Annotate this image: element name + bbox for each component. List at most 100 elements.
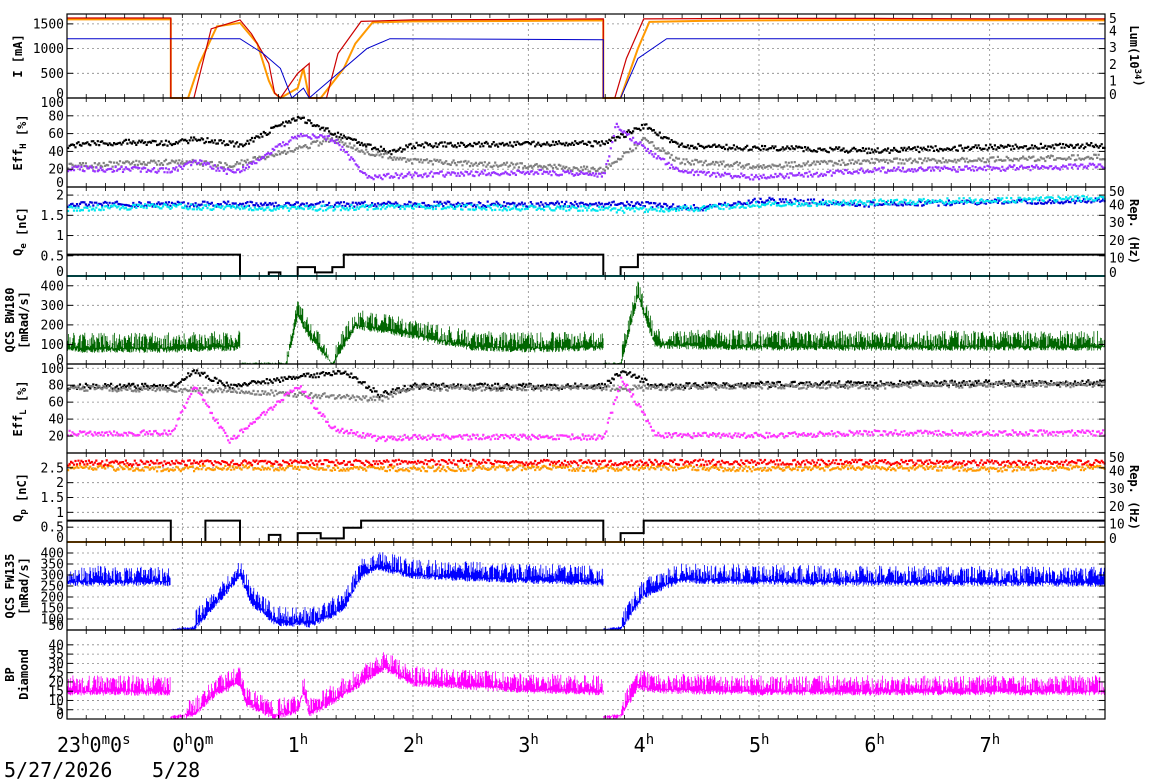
y-axis-label: Qp [nC] (11, 473, 29, 522)
y-tick-label: 100 (41, 338, 64, 353)
series-qe-1 (67, 194, 1106, 214)
y2-tick-label: 0 (1109, 532, 1117, 547)
y2-axis-label: Rep. (Hz) (1127, 199, 1141, 264)
y-tick-label: 25 (48, 666, 64, 681)
y-axis-label: [mRad/s] (17, 557, 31, 615)
series-qe-0 (67, 196, 1106, 212)
series-effh-2 (67, 122, 1106, 181)
x-tick-label: 1h (288, 732, 308, 757)
y2-tick-label: 50 (1109, 185, 1125, 200)
y-tick-label: 60 (48, 396, 64, 411)
y-tick-label: 35 (48, 648, 64, 663)
date-label: 5/28 (152, 758, 200, 782)
series-qp-1 (67, 458, 1106, 467)
y2-tick-label: 20 (1109, 500, 1125, 515)
y-tick-label: 1 (56, 506, 64, 521)
y-tick-label: 400 (41, 547, 64, 562)
y-tick-label: 2.5 (41, 461, 64, 476)
y2-axis-label-part: 34 (1132, 69, 1142, 80)
y-tick-label: 250 (41, 580, 64, 595)
y-axis-label-part: Q (11, 249, 25, 256)
y2-tick-label: 5 (1109, 12, 1117, 27)
y-tick-label: 300 (41, 569, 64, 584)
y2-axis-label-part: Lum(10 (1127, 25, 1141, 68)
y-tick-label: 0.5 (41, 249, 64, 264)
y-tick-label: 20 (48, 430, 64, 445)
panel-effl: 20 40 60 80 100 EffL [%] (11, 362, 1106, 454)
y-tick-label: 80 (48, 379, 64, 394)
series-qp-0 (67, 463, 1106, 473)
panel-frame-current (66, 13, 1106, 99)
y-axis-label: Qe [nC] (11, 207, 29, 256)
y-tick-label: 400 (41, 279, 64, 294)
y2-tick-label: 2 (1109, 58, 1117, 73)
y2-axis-label: Rep. (Hz) (1127, 465, 1141, 530)
x-tick-label: 6h (864, 732, 884, 757)
y2-tick-label: 30 (1109, 216, 1125, 231)
y-tick-label: 2 (56, 189, 64, 204)
date-label: 5/27/2026 (4, 758, 112, 782)
y-tick-label: 40 (48, 145, 64, 160)
y-tick-label: 150 (41, 602, 64, 617)
y-axis-label-part: L (19, 409, 29, 415)
series-current-0 (67, 18, 1106, 100)
y2-tick-label: 50 (1109, 451, 1125, 466)
y-axis-label: QCS BW180 (3, 287, 17, 352)
y-tick-label: 30 (48, 657, 64, 672)
y-tick-label: 300 (41, 299, 64, 314)
series-bp-0 (66, 652, 1105, 719)
y-tick-label: 500 (41, 67, 64, 82)
x-tick-label: 7h (980, 732, 1000, 757)
y-tick-label: 1000 (33, 42, 64, 57)
y2-tick-label: 10 (1109, 518, 1125, 533)
y-axis-label-part: Eff (11, 149, 25, 171)
y-axis-label-part: p (19, 509, 29, 515)
y-axis-label-part: [nC] (15, 207, 29, 243)
y-axis-label: QCS FW135 (3, 553, 17, 618)
y-tick-label: 15 (48, 685, 64, 700)
series-effh-1-marks (67, 136, 1106, 174)
y-tick-label: 100 (41, 362, 64, 377)
y-tick-label: 20 (48, 163, 64, 178)
y-tick-label: 200 (41, 591, 64, 606)
y-tick-label: 10 (48, 694, 64, 709)
series-effh-0-marks (67, 115, 1106, 156)
y-axis-label-part: [nC] (15, 473, 29, 509)
x-tick-label: 4h (634, 732, 654, 757)
y2-tick-label: 0 (1109, 266, 1117, 281)
series-qe-0-marks (67, 196, 1106, 212)
series-bw180-0-marks (66, 281, 1105, 364)
y-tick-label: 1 (56, 229, 64, 244)
series-bw180-0 (66, 281, 1105, 364)
y-axis-label-part: Eff (11, 415, 25, 437)
y-tick-label: 100 (41, 613, 64, 628)
y-axis-label-part: [%] (15, 114, 29, 143)
y-tick-label: 0 (56, 265, 64, 280)
y2-tick-label: 20 (1109, 234, 1125, 249)
y-tick-label: 40 (48, 638, 64, 653)
series-current-1 (67, 17, 1105, 99)
y-tick-label: 0 (56, 531, 64, 546)
y2-axis-label: Lum(1034) (1127, 25, 1146, 86)
series-effh-0 (67, 115, 1106, 156)
y-axis-label: I [mA] (11, 34, 25, 77)
series-current-2 (67, 38, 1105, 99)
y-tick-label: 2 (56, 476, 64, 491)
y-tick-label: 100 (41, 96, 64, 111)
y-tick-label: 5 (56, 703, 64, 718)
y-tick-label: 0 (56, 708, 64, 723)
y-axis-label-part: I [mA] (11, 34, 25, 77)
panel-frame-bw180 (66, 275, 1106, 365)
series-effh-1 (67, 136, 1106, 174)
panel-frame-bp (66, 629, 1106, 720)
y2-tick-label: 1 (1109, 75, 1117, 90)
y2-tick-label: 3 (1109, 41, 1117, 56)
y-axis-label-part: [%] (15, 380, 29, 409)
